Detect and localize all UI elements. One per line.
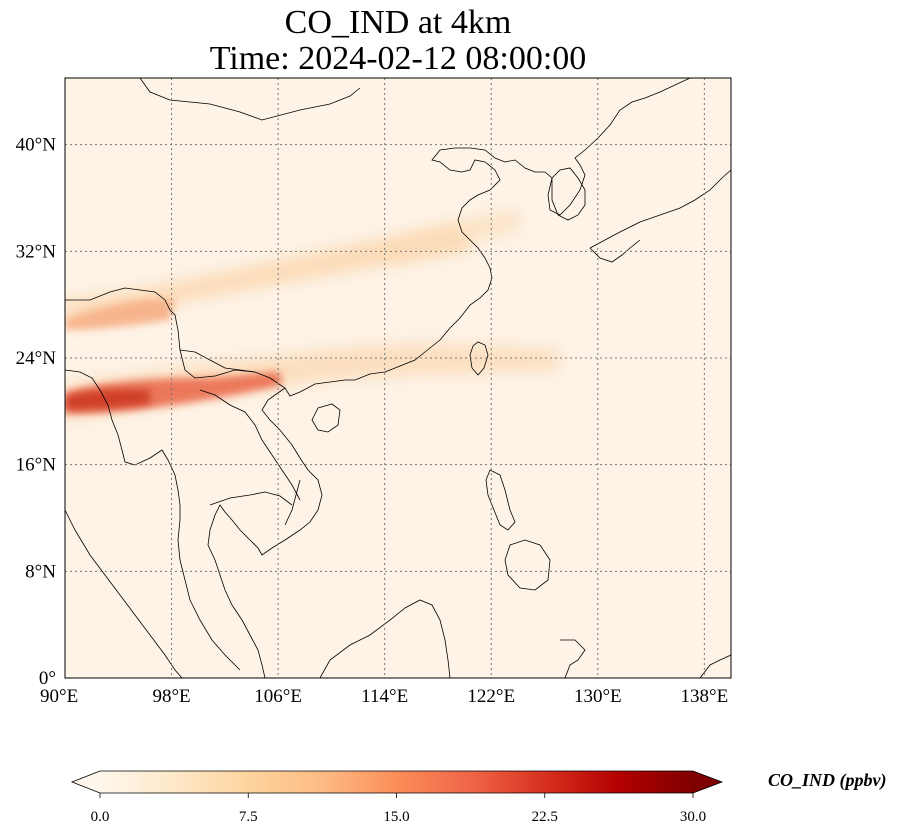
border-mongolia: [139, 78, 361, 121]
colorbar-tick-label: 0.0: [91, 809, 110, 825]
colorbar-label: CO_IND (ppbv): [768, 770, 887, 790]
coast-borneo: [319, 599, 451, 678]
coast-korea: [551, 167, 586, 221]
colorbar-bar: [100, 771, 693, 793]
plume-north-band: [65, 228, 470, 320]
lat-tick-label: 16°N: [16, 455, 57, 476]
lat-tick-label: 24°N: [16, 348, 57, 369]
colorbar-tick-label: 30.0: [680, 809, 706, 825]
coast-philippines-luzon: [485, 469, 516, 531]
border-china-south: [179, 349, 256, 373]
concentration-plumes: [65, 210, 560, 420]
coastlines: [65, 78, 731, 678]
plume-south-band: [65, 344, 560, 420]
gridlines: [65, 78, 731, 678]
colorbar: 0.0 7.5 15.0 22.5 30.0: [70, 770, 724, 825]
coast-philippines-south: [504, 539, 551, 591]
coast-asia-mainland: [65, 78, 691, 397]
lon-tick-label: 114°E: [361, 686, 408, 707]
plume-east-china: [380, 210, 520, 262]
lon-tick-label: 130°E: [574, 686, 622, 707]
coast-taiwan: [469, 341, 489, 376]
colorbar-extend-min: [72, 771, 100, 793]
lon-tick-label: 138°E: [681, 686, 729, 707]
border-laos: [199, 389, 301, 501]
axis-ticks: 90°E 98°E 106°E 114°E 122°E 130°E 138°E 0° 8°N 16…: [16, 135, 729, 707]
lat-tick-label: 40°N: [16, 135, 57, 156]
lat-tick-label: 32°N: [16, 241, 57, 262]
plume-west-upper: [65, 298, 175, 330]
coast-hainan: [311, 403, 341, 433]
colorbar-tick-label: 22.5: [532, 809, 558, 825]
coast-indochina: [207, 387, 323, 678]
border-vietnam-cambodia: [284, 479, 301, 526]
coast-burma: [65, 369, 241, 671]
lon-tick-label: 106°E: [254, 686, 302, 707]
plot-frame: [64, 77, 732, 679]
lon-tick-label: 90°E: [40, 686, 78, 707]
coast-sulawesi: [560, 639, 586, 678]
lat-tick-label: 8°N: [25, 561, 56, 582]
plot-area: [65, 78, 731, 678]
coast-new-guinea: [699, 654, 731, 678]
coast-japan: [589, 169, 731, 249]
chart-title: CO_IND at 4km: [284, 4, 512, 41]
border-thai-cambodia: [209, 491, 293, 506]
plume-hotspot-core: [65, 389, 150, 410]
chart-subtitle-time: Time: 2024-02-12 08:00:00: [209, 40, 587, 77]
lon-tick-label: 98°E: [152, 686, 190, 707]
lat-tick-label: 0°: [39, 668, 56, 689]
lon-tick-label: 122°E: [467, 686, 515, 707]
coast-sumatra: [65, 509, 183, 678]
colorbar-tick-label: 15.0: [383, 809, 409, 825]
colorbar-extend-max: [693, 771, 722, 793]
colorbar-ticks: 0.0 7.5 15.0 22.5 30.0: [91, 793, 706, 825]
coast-japan-south: [589, 239, 641, 263]
colorbar-tick-label: 7.5: [239, 809, 258, 825]
